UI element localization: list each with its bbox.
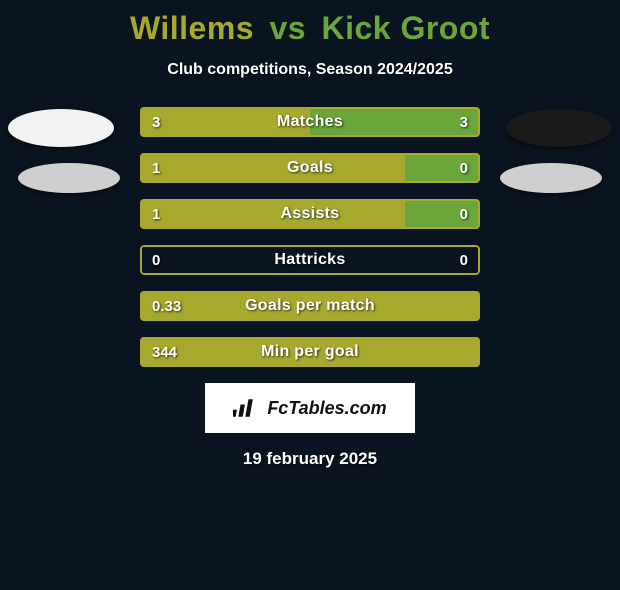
stat-row: 10Assists bbox=[140, 199, 480, 229]
page-title: Willems vs Kick Groot bbox=[0, 10, 620, 47]
stat-row: 10Goals bbox=[140, 153, 480, 183]
player1-name: Willems bbox=[130, 10, 254, 46]
stat-row: 00Hattricks bbox=[140, 245, 480, 275]
stat-rows: 33Matches 10Goals 10Assists 00Hattricks 0.33… bbox=[140, 107, 480, 367]
stat-row: 33Matches bbox=[140, 107, 480, 137]
bars-icon bbox=[233, 397, 261, 419]
player1-badge-primary bbox=[8, 109, 114, 147]
subtitle: Club competitions, Season 2024/2025 bbox=[0, 61, 620, 79]
player2-badge-primary bbox=[506, 109, 612, 147]
stat-label: Assists bbox=[140, 199, 480, 229]
stat-row: 0.33Goals per match bbox=[140, 291, 480, 321]
stat-label: Hattricks bbox=[140, 245, 480, 275]
stat-row: 344Min per goal bbox=[140, 337, 480, 367]
player2-name: Kick Groot bbox=[321, 10, 490, 46]
player2-badge-secondary bbox=[500, 163, 602, 193]
comparison-chart: 33Matches 10Goals 10Assists 00Hattricks 0.33… bbox=[0, 107, 620, 367]
player1-badge-secondary bbox=[18, 163, 120, 193]
stat-label: Goals bbox=[140, 153, 480, 183]
stat-label: Matches bbox=[140, 107, 480, 137]
vs-text: vs bbox=[269, 10, 306, 46]
branding-text: FcTables.com bbox=[267, 398, 386, 419]
branding-box: FcTables.com bbox=[205, 383, 415, 433]
stat-label: Goals per match bbox=[140, 291, 480, 321]
stat-label: Min per goal bbox=[140, 337, 480, 367]
date-text: 19 february 2025 bbox=[0, 449, 620, 469]
